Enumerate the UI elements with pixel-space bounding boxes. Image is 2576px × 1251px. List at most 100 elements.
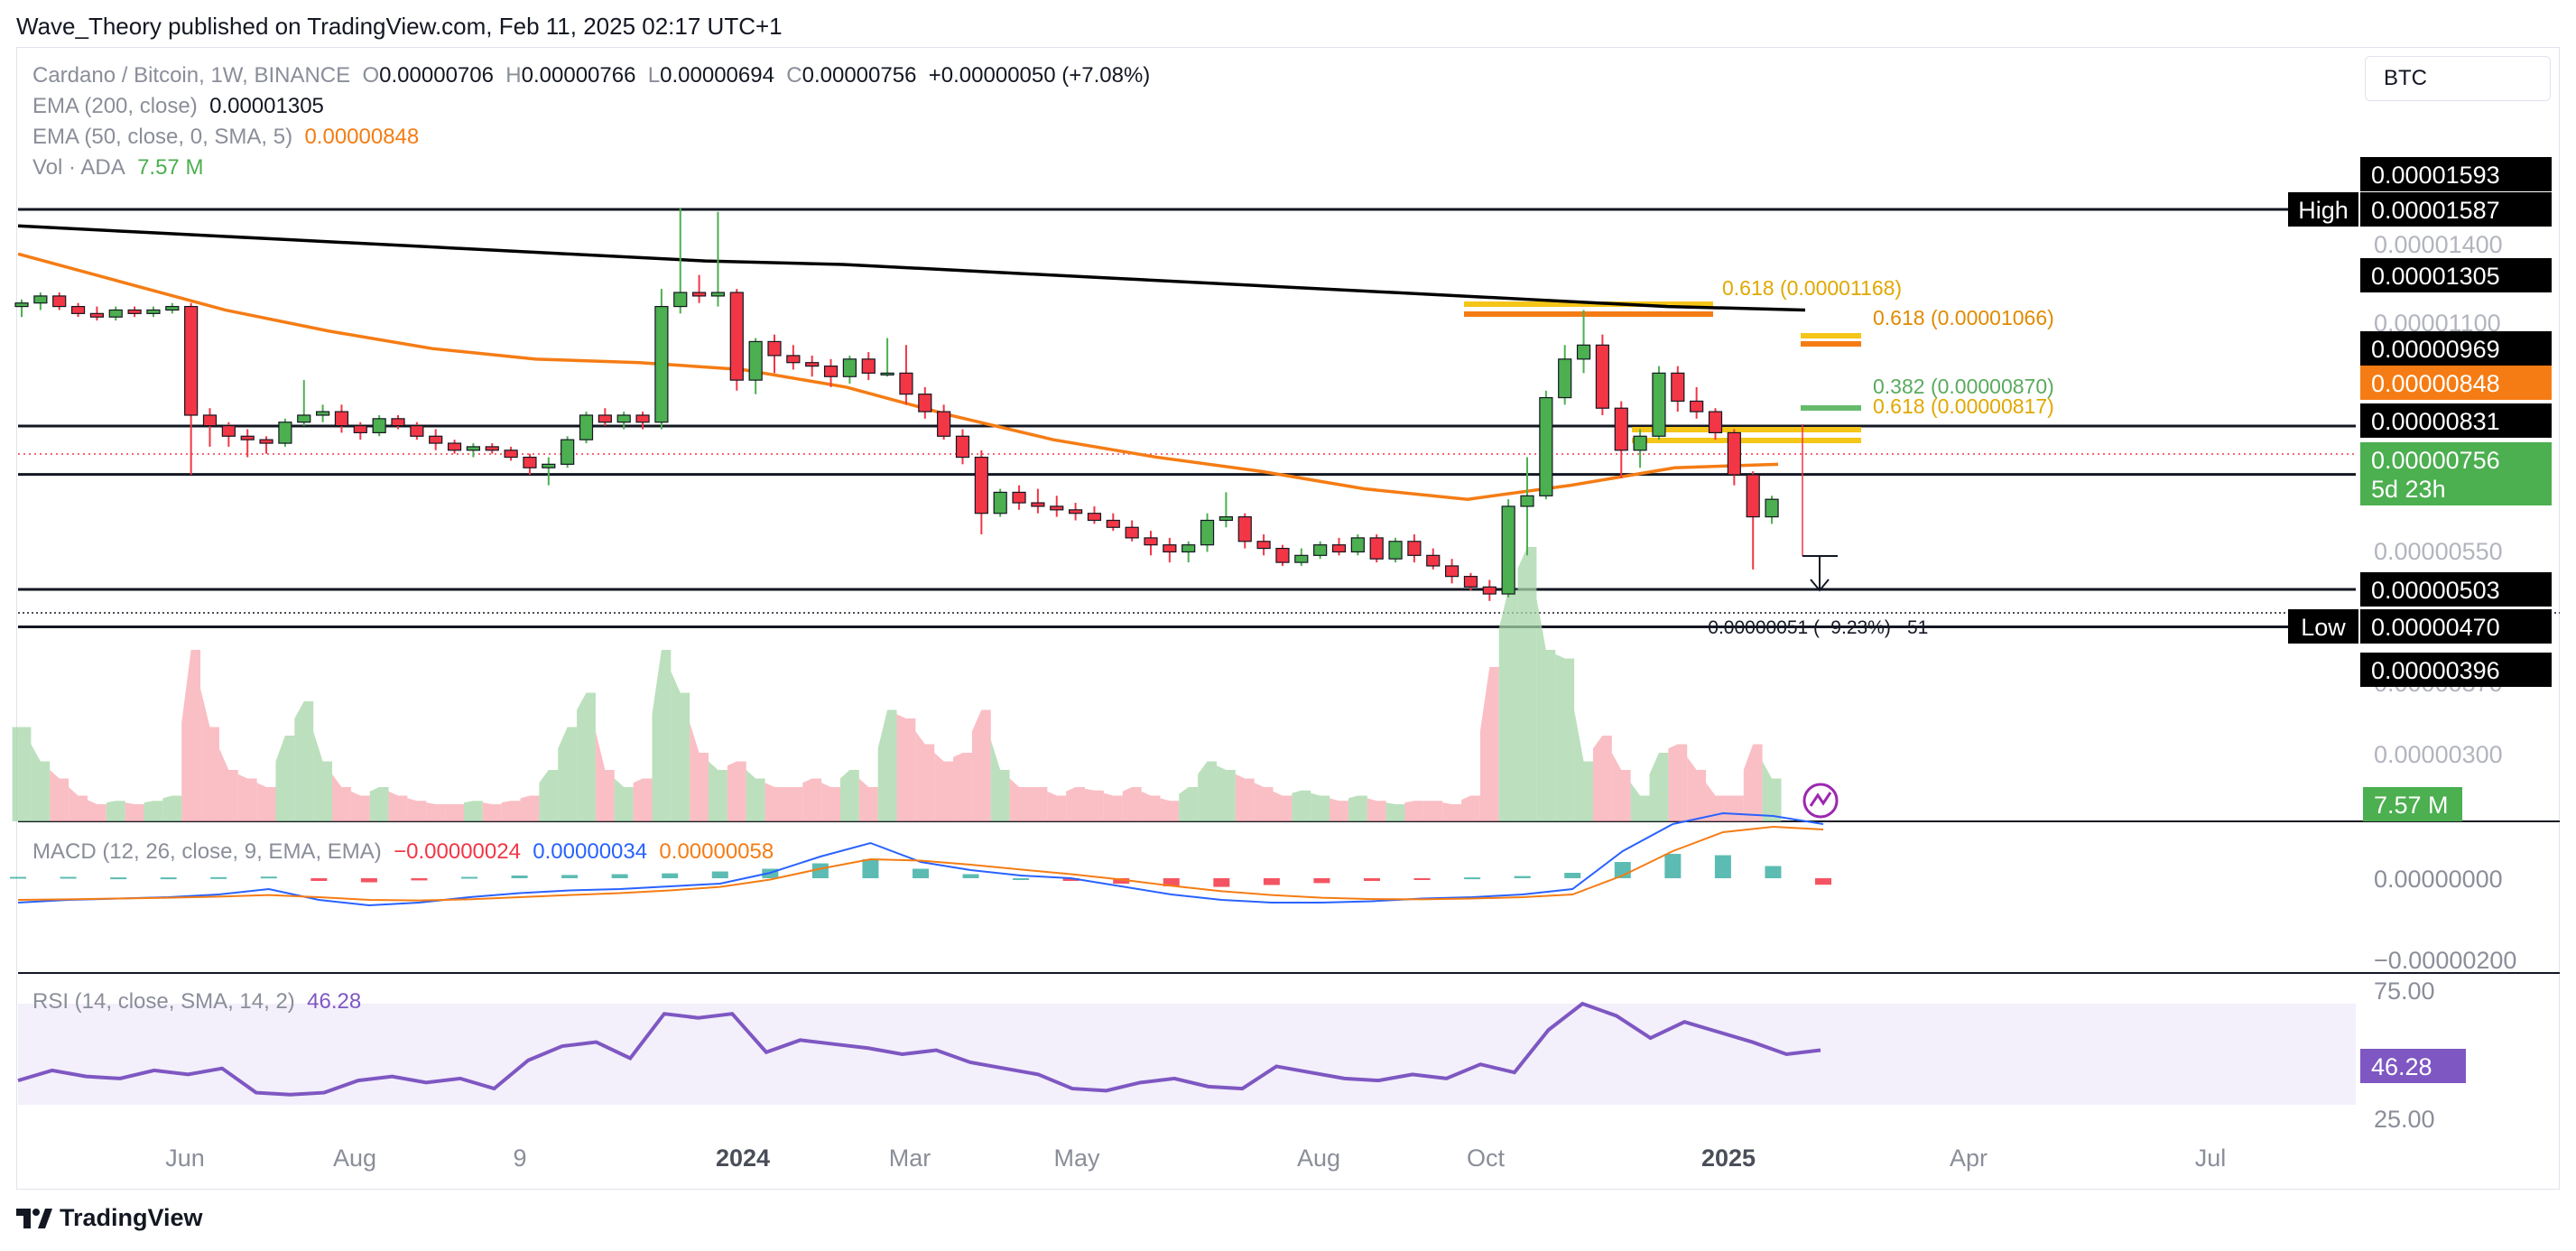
ema50-legend[interactable]: EMA (50, close, 0, SMA, 5) 0.00000848 (32, 125, 419, 150)
macd-hist-bar-30 (1514, 876, 1531, 878)
macd-hist-bar-23 (1163, 878, 1180, 886)
rsi-legend[interactable]: RSI (14, close, SMA, 14, 2) 46.28 (32, 989, 361, 1015)
candle-body-40 (767, 340, 782, 357)
macd-hist-bar-27 (1364, 878, 1380, 881)
legend-close: 0.00000756 (802, 63, 917, 88)
ema50-label: EMA (50, close, 0, SMA, 5) (32, 125, 293, 149)
candle-body-44 (842, 358, 857, 377)
candle-body-93 (1765, 498, 1779, 518)
candle-body-67 (1275, 547, 1290, 563)
candle-body-2 (52, 295, 67, 308)
fib-label-1: 0.618 (0.00001066) (1873, 306, 2054, 329)
volume-bar-64 (1216, 765, 1236, 821)
volume-bar-42 (802, 778, 822, 821)
macd-hist-bar-22 (1113, 878, 1130, 884)
candle-body-13 (259, 439, 273, 444)
volume-bar-91 (1724, 795, 1744, 821)
volume-bar-22 (426, 802, 446, 821)
horizontal-levels (18, 208, 2356, 629)
macd-hist-bar-18 (913, 868, 929, 878)
volume-bar-66 (1254, 783, 1274, 821)
candle-body-19 (372, 418, 386, 433)
candle-body-6 (127, 309, 142, 314)
rsi-scale-label: 46.28 (2371, 1053, 2432, 1080)
candle-body-7 (146, 309, 161, 314)
measure-tool (1802, 424, 1838, 592)
macd-hist-bar-19 (962, 874, 979, 878)
volume-bar-78 (1479, 667, 1499, 821)
volume-bar-40 (764, 783, 784, 821)
volume-bar-48 (915, 731, 935, 821)
currency-selector[interactable]: BTC (2365, 56, 2551, 101)
price-label-bg-7 (2360, 572, 2552, 607)
legend-open: 0.00000706 (379, 63, 494, 88)
volume-legend[interactable]: Vol · ADA 7.57 M (32, 155, 203, 181)
volume-bar-69 (1311, 792, 1330, 821)
candle-body-24 (466, 446, 481, 451)
tradingview-logo[interactable]: TradingView (16, 1204, 203, 1232)
price-label-bg-9 (2360, 653, 2552, 687)
volume-bar-3 (69, 787, 88, 821)
volume-bar-16 (313, 731, 333, 821)
time-label-1: Aug (333, 1144, 376, 1172)
candle-body-86 (1633, 435, 1647, 451)
candle-body-91 (1727, 431, 1741, 476)
price-tag-bg-1 (2288, 192, 2358, 227)
macd-hist-value: −0.00000024 (394, 839, 521, 864)
price-label-7: 0.00000503 (2371, 577, 2500, 604)
candle-body-3 (70, 305, 86, 314)
price-label-8: 0.00000470 (2371, 614, 2500, 641)
volume-bar-12 (237, 774, 257, 821)
candle-body-68 (1294, 554, 1309, 563)
candle-body-1 (33, 295, 48, 304)
volume-bar-23 (445, 804, 464, 821)
volume-scale-label: 7.57 M (2374, 792, 2449, 819)
candle-body-90 (1708, 411, 1723, 433)
candle-body-66 (1256, 541, 1271, 550)
volume-bar-8 (162, 795, 182, 821)
macd-line (17, 811, 1824, 907)
price-label-bg-6 (2360, 442, 2552, 505)
macd-hist-bar-34 (1714, 855, 1731, 878)
volume-bar-14 (275, 736, 295, 821)
volume-bar-88 (1668, 744, 1688, 821)
volume-bar-32 (614, 778, 634, 821)
macd-hist-bar-8 (411, 878, 428, 881)
main-legend: Cardano / Bitcoin, 1W, BINANCE O0.000007… (32, 63, 1150, 88)
volume-bar-93 (1762, 761, 1782, 821)
volume-bar-87 (1649, 753, 1669, 821)
macd-hist-bar-28 (1413, 878, 1431, 880)
volume-bar-73 (1385, 802, 1405, 821)
macd-hist-bar-14 (711, 871, 728, 878)
macd-hist-bar-21 (1062, 878, 1080, 881)
macd-hist-bar-5 (260, 876, 277, 879)
candle-body-35 (673, 292, 688, 308)
price-label-2: 0.00001305 (2371, 263, 2500, 290)
price-label-bg-8 (2360, 609, 2552, 644)
candle-body-21 (410, 425, 424, 437)
volume-bar-62 (1179, 787, 1199, 821)
volume-bar-19 (369, 787, 389, 821)
volume-bar-80 (1517, 547, 1537, 821)
legend-symbol[interactable]: Cardano / Bitcoin, 1W, BINANCE (32, 63, 351, 88)
candle-body-27 (523, 456, 537, 468)
macd-signal-line (17, 825, 1824, 902)
volume-bar-30 (577, 692, 596, 821)
macd-hist-bar-10 (511, 876, 528, 878)
volume-bar-31 (595, 731, 615, 821)
volume-bar-41 (783, 787, 803, 821)
indicator-icon[interactable] (1802, 783, 1839, 819)
macd-legend[interactable]: MACD (12, 26, close, 9, EMA, EMA) −0.000… (32, 839, 774, 865)
candle-body-89 (1690, 400, 1704, 412)
rsi-scale-bg (2360, 1049, 2466, 1083)
price-tag-1: High (2298, 197, 2349, 224)
candle-body-38 (729, 292, 744, 381)
ema200-legend[interactable]: EMA (200, close) 0.00001305 (32, 94, 324, 119)
rsi-pane (17, 1001, 1821, 1097)
volume-bar-24 (463, 801, 483, 821)
volume-bar-26 (501, 801, 521, 821)
candle-body-29 (561, 439, 575, 465)
legend-close-label: C (786, 63, 802, 88)
volume-bar-71 (1348, 795, 1367, 821)
